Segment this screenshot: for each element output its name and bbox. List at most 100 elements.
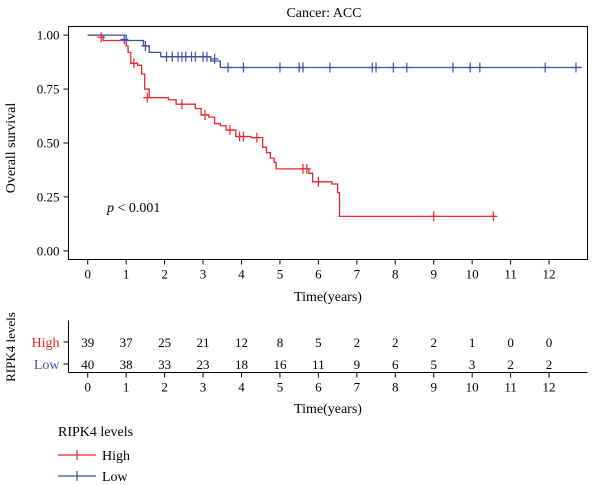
risk-count: 6 <box>392 357 399 372</box>
risk-count: 21 <box>197 335 210 350</box>
x-tick-label: 7 <box>354 267 361 282</box>
censor-mark-high <box>225 125 234 136</box>
censor-mark-low <box>299 62 308 73</box>
risk-x-tick-label: 12 <box>543 380 556 395</box>
censor-mark-high <box>489 211 498 222</box>
main-axes: 0 1 2 3 4 5 6 7 8 9 10 11 120.000.250.500.751.00 <box>37 28 556 282</box>
legend-label: High <box>102 449 130 464</box>
x-tick-label: 4 <box>238 267 245 282</box>
legend-items: High Low <box>58 449 130 485</box>
x-tick-label: 6 <box>315 267 322 282</box>
censor-mark-high <box>177 99 186 110</box>
x-tick-label: 12 <box>543 267 556 282</box>
risk-x-tick-label: 6 <box>315 380 322 395</box>
risk-count: 12 <box>235 335 248 350</box>
censor-mark-low <box>325 62 334 73</box>
censor-mark-low <box>372 62 381 73</box>
risk-count: 9 <box>354 357 361 372</box>
censor-mark-low <box>191 51 200 62</box>
y-tick-label: 0.50 <box>37 136 60 151</box>
legend-item-low: Low <box>58 470 129 485</box>
risk-count: 18 <box>235 357 248 372</box>
risk-count: 1 <box>469 335 476 350</box>
risk-count: 5 <box>430 357 437 372</box>
risk-count: 25 <box>158 335 171 350</box>
x-tick-label: 1 <box>123 267 130 282</box>
x-tick-label: 8 <box>392 267 399 282</box>
risk-count: 3 <box>469 357 476 372</box>
censor-mark-low <box>466 62 475 73</box>
risk-count: 0 <box>507 335 514 350</box>
risk-x-tick-label: 4 <box>238 380 245 395</box>
risk-row-label-high: High <box>32 336 60 351</box>
legend-label: Low <box>102 470 129 485</box>
risk-x-tick-label: 7 <box>354 380 361 395</box>
risk-count: 2 <box>392 335 399 350</box>
censor-mark-high <box>252 132 261 143</box>
risk-count: 11 <box>312 357 325 372</box>
y-tick-label: 0.25 <box>37 189 60 204</box>
risk-x-tick-label: 2 <box>161 380 168 395</box>
legend: RIPK4 levels High Low <box>58 425 133 485</box>
p-value-annotation: p < 0.001 <box>106 201 160 216</box>
risk-count: 2 <box>354 335 361 350</box>
risk-x-tick-label: 5 <box>277 380 284 395</box>
censor-mark-low <box>475 62 484 73</box>
x-tick-label: 9 <box>430 267 437 282</box>
censor-mark-low <box>141 40 150 51</box>
risk-row-label-low: Low <box>34 358 61 373</box>
censor-mark-high <box>143 92 152 103</box>
y-tick-label: 0.00 <box>37 243 60 258</box>
survival-curve-low <box>87 34 582 69</box>
chart-title: Cancer: ACC <box>286 6 361 21</box>
risk-count: 40 <box>81 357 94 372</box>
censor-mark-high <box>239 131 248 142</box>
censor-mark-high <box>429 211 438 222</box>
risk-count: 33 <box>158 357 171 372</box>
x-axis-label: Time(years) <box>294 290 362 305</box>
p-symbol: p <box>106 201 114 216</box>
risk-table-xlabel: Time(years) <box>294 402 362 417</box>
x-tick-label: 11 <box>504 267 517 282</box>
x-tick-label: 2 <box>161 267 168 282</box>
censor-mark-low <box>239 62 248 73</box>
risk-count: 2 <box>546 357 553 372</box>
risk-count: 39 <box>81 335 94 350</box>
plot-frame <box>68 26 588 260</box>
censor-mark-high <box>129 58 138 69</box>
survival-curves <box>87 32 582 222</box>
censor-mark-high <box>200 109 209 120</box>
censor-mark-low <box>202 51 211 62</box>
risk-x-tick-label: 10 <box>466 380 479 395</box>
risk-count: 2 <box>430 335 437 350</box>
x-tick-label: 10 <box>466 267 479 282</box>
censor-mark-high <box>314 176 323 187</box>
censor-mark-high <box>302 163 311 174</box>
risk-count: 0 <box>546 335 553 350</box>
censor-mark-low <box>541 62 550 73</box>
legend-title: RIPK4 levels <box>58 425 133 440</box>
censor-mark-low <box>571 62 580 73</box>
censor-mark-low <box>210 53 219 64</box>
risk-x-tick-label: 9 <box>430 380 437 395</box>
y-axis-label: Overall survival <box>4 103 19 194</box>
risk-count: 23 <box>197 357 210 372</box>
risk-x-tick-label: 8 <box>392 380 399 395</box>
censor-mark-high <box>97 32 106 43</box>
risk-count: 2 <box>507 357 514 372</box>
risk-count: 8 <box>277 335 284 350</box>
legend-item-high: High <box>58 449 130 464</box>
censor-mark-low <box>389 62 398 73</box>
x-tick-label: 3 <box>200 267 207 282</box>
y-tick-label: 1.00 <box>37 28 60 43</box>
y-tick-label: 0.75 <box>37 82 60 97</box>
survival-curve-high <box>87 34 496 218</box>
censor-mark-low <box>120 34 129 45</box>
censor-mark-low <box>448 62 457 73</box>
censor-mark-low <box>402 62 411 73</box>
risk-count: 5 <box>315 335 322 350</box>
risk-count: 16 <box>273 357 287 372</box>
